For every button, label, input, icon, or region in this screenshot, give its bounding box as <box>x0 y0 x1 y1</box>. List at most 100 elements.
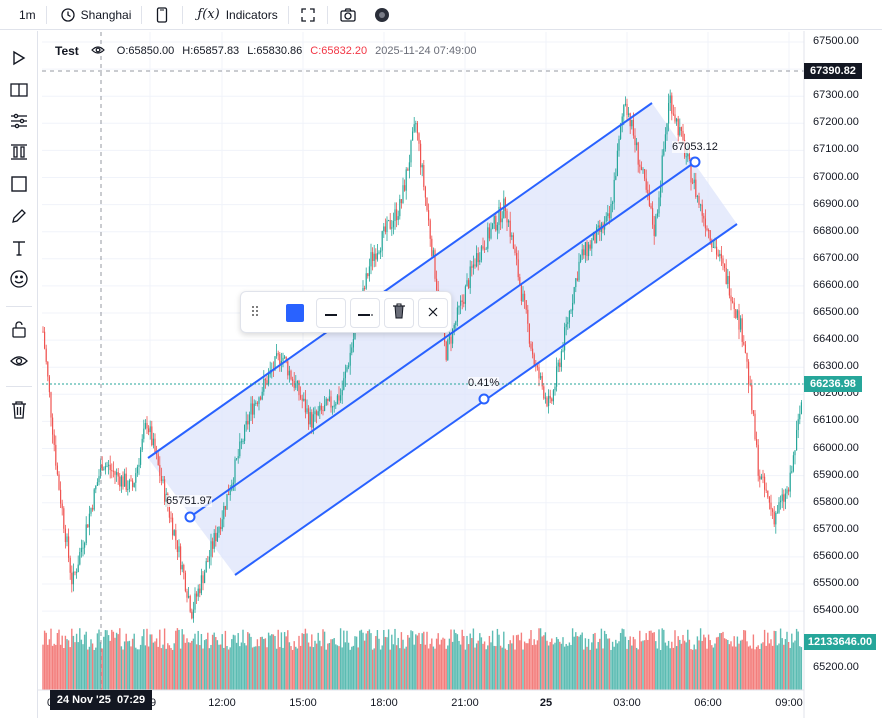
volume-bar <box>175 630 177 690</box>
candle-body <box>581 249 583 256</box>
candle-body <box>696 196 698 198</box>
volume-bar <box>674 630 676 690</box>
candle-body <box>767 490 769 498</box>
volume-bar <box>778 643 780 690</box>
volume-bar <box>280 632 283 690</box>
volume-bar <box>762 642 764 690</box>
candle-body <box>663 148 665 156</box>
candle-body <box>247 420 249 425</box>
volume-bar <box>656 648 659 690</box>
channel-end-handle[interactable] <box>689 156 701 168</box>
candle-body <box>242 440 244 442</box>
volume-bar <box>421 633 423 690</box>
candle-body <box>720 253 722 259</box>
volume-bar <box>651 632 654 690</box>
volume-bar <box>603 630 606 690</box>
fib-tool[interactable] <box>9 113 29 133</box>
candle-body <box>650 205 652 209</box>
price-tick-label: 65700.00 <box>813 522 859 535</box>
candle-body <box>333 405 335 407</box>
brush-tool[interactable] <box>9 208 29 228</box>
function-icon: ƒ(x) <box>197 7 220 22</box>
candle-body <box>240 441 242 443</box>
volume-bar <box>797 631 799 690</box>
candle-body <box>613 179 615 203</box>
candle-body <box>428 210 430 221</box>
volume-bar <box>466 635 468 690</box>
volume-bar <box>575 632 577 690</box>
volume-bar <box>493 645 495 690</box>
channel-start-handle[interactable] <box>184 511 196 523</box>
volume-bar <box>255 646 257 690</box>
candle-body <box>424 186 426 198</box>
volume-bar <box>200 633 203 690</box>
toolbar-divider <box>182 5 184 24</box>
volume-bar <box>568 642 571 690</box>
volume-bar <box>163 628 166 690</box>
timezone-button[interactable]: Shanghai <box>47 0 142 30</box>
channel-width-handle[interactable] <box>478 393 490 405</box>
delete-drawing-button[interactable] <box>384 298 414 328</box>
screenshot-button[interactable] <box>328 0 368 30</box>
lock-drawings-button[interactable] <box>9 320 29 341</box>
candle-body <box>546 397 548 407</box>
candle-body <box>55 444 57 466</box>
line-style-button[interactable] <box>350 298 380 328</box>
camera-icon <box>340 7 356 22</box>
candle-body <box>564 327 566 351</box>
line-color-button[interactable] <box>280 298 310 328</box>
volume-bar <box>555 637 558 690</box>
candle-body <box>730 295 732 302</box>
volume-bar <box>379 649 382 690</box>
pattern-tool[interactable] <box>9 143 29 164</box>
candle-body <box>284 356 286 358</box>
text-tool[interactable] <box>9 240 29 260</box>
volume-bar <box>274 635 276 690</box>
candle-body <box>429 220 431 239</box>
hide-drawings-button[interactable] <box>9 353 29 373</box>
remove-drawings-button[interactable] <box>9 400 29 422</box>
visibility-eye-icon[interactable] <box>90 45 105 58</box>
interval-button[interactable]: 1m <box>0 0 46 30</box>
volume-bar <box>549 641 551 690</box>
volume-bar <box>616 643 619 690</box>
volume-bar <box>539 628 542 690</box>
candle-body <box>365 273 367 289</box>
candle-body <box>736 310 738 318</box>
theme-button[interactable] <box>368 0 396 30</box>
candle-body <box>404 185 406 191</box>
candle-body <box>183 565 185 573</box>
candle-body <box>228 493 230 496</box>
candle-body <box>530 343 532 349</box>
volume-bar <box>687 629 689 690</box>
volume-bar <box>763 629 766 690</box>
fullscreen-button[interactable] <box>289 0 327 30</box>
candle-body <box>572 302 574 311</box>
candle-body <box>512 235 514 249</box>
volume-bar <box>159 629 161 690</box>
trend-line-tool[interactable] <box>9 82 29 102</box>
volume-bar <box>749 645 751 690</box>
symbol-name[interactable]: Test <box>55 44 79 58</box>
rectangle-tool[interactable] <box>9 175 29 196</box>
indicators-button[interactable]: ƒ(x) Indicators <box>183 0 287 30</box>
volume-bar <box>203 640 206 690</box>
volume-bar <box>152 642 155 690</box>
candle-body <box>695 179 697 197</box>
drag-handle[interactable] <box>243 298 267 328</box>
volume-bar <box>525 643 527 690</box>
candle-body <box>151 426 153 446</box>
volume-bar <box>130 646 132 690</box>
line-width-button[interactable] <box>316 298 346 328</box>
close-toolbar-button[interactable] <box>418 298 448 328</box>
volume-bar <box>224 630 227 690</box>
volume-bar <box>331 639 334 690</box>
cursor-tool[interactable] <box>9 50 29 70</box>
emoji-tool[interactable] <box>9 269 29 291</box>
mobile-view-button[interactable] <box>142 0 182 30</box>
candle-body <box>200 575 202 594</box>
price-tick-label: 66700.00 <box>813 251 859 264</box>
candle-body <box>309 412 311 425</box>
candle-body <box>413 124 415 132</box>
